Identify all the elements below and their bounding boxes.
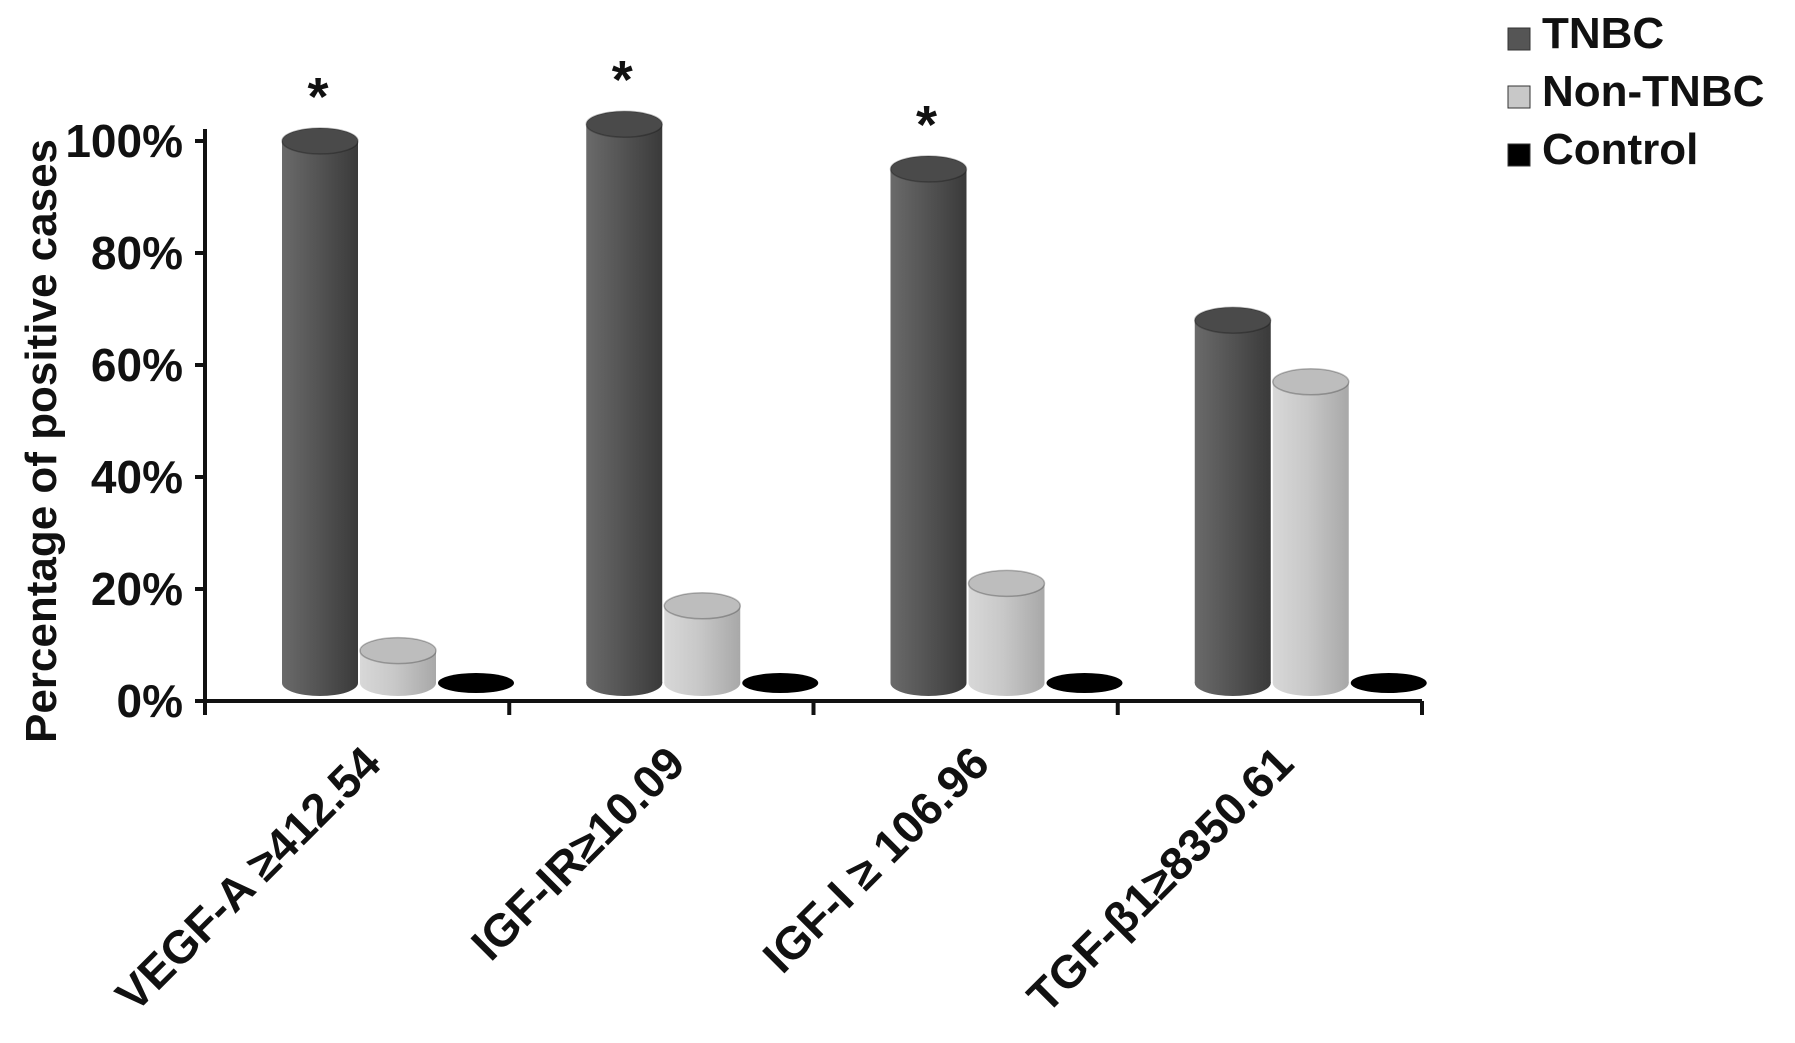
bar-control <box>1350 673 1427 693</box>
legend-swatch-non-tnbc <box>1507 85 1531 109</box>
bar-non-tnbc <box>663 592 741 696</box>
bar-base-tnbc <box>1194 670 1271 696</box>
bar-top-non-tnbc <box>1272 368 1350 396</box>
bar-base-non-tnbc <box>968 670 1045 696</box>
bar-body-tnbc <box>282 141 358 683</box>
y-tick-label: 20% <box>91 563 183 615</box>
bar-control <box>742 673 819 693</box>
bar-non-tnbc <box>967 569 1046 696</box>
bar-flat-control <box>438 673 514 693</box>
bar-control <box>1046 673 1123 693</box>
y-tick-label: 80% <box>91 227 183 279</box>
bar-top-non-tnbc <box>663 592 741 620</box>
legend-label-non-tnbc: Non-TNBC <box>1542 67 1764 116</box>
y-tick-label: 100% <box>65 115 183 167</box>
bar-base-tnbc <box>586 670 663 696</box>
bar-non-tnbc <box>359 636 437 696</box>
y-tick-label: 0% <box>117 675 183 727</box>
legend-swatch-tnbc <box>1507 27 1531 51</box>
y-tick-label: 40% <box>91 451 183 503</box>
bar-tnbc <box>281 127 359 696</box>
bar-flat-control <box>1046 673 1123 693</box>
bar-body-non-tnbc <box>968 583 1045 683</box>
significance-marker: * <box>612 50 633 110</box>
bar-base-non-tnbc <box>360 670 436 696</box>
bars-layer <box>281 110 1427 696</box>
y-axis-title: Percentage of positive cases <box>17 139 66 743</box>
legend-label-tnbc: TNBC <box>1542 9 1664 58</box>
significance-marker: * <box>916 95 937 155</box>
bar-body-tnbc <box>1194 320 1271 683</box>
bar-tnbc <box>585 110 663 696</box>
x-category-label: TGF-β1≥8350.61 <box>1017 736 1303 1022</box>
bar-body-tnbc <box>890 169 967 683</box>
x-category-label: IGF-IR≥10.09 <box>461 736 695 970</box>
bar-control <box>438 673 514 693</box>
bar-base-tnbc <box>282 670 358 696</box>
significance-marker: * <box>307 67 328 127</box>
bar-top-tnbc <box>585 110 663 138</box>
bar-flat-control <box>1350 673 1427 693</box>
bar-flat-control <box>742 673 819 693</box>
x-category-label: VEGF-A ≥412.54 <box>105 736 390 1021</box>
legend-label-control: Control <box>1542 125 1698 174</box>
bar-base-non-tnbc <box>664 670 741 696</box>
bar-non-tnbc <box>1272 368 1350 696</box>
bar-top-non-tnbc <box>359 636 437 665</box>
y-tick-label: 60% <box>91 339 183 391</box>
bar-base-tnbc <box>890 670 967 696</box>
bar-tnbc <box>889 155 968 696</box>
legend-item-non-tnbc: Non-TNBC <box>1507 67 1764 116</box>
bar-body-non-tnbc <box>1272 381 1349 683</box>
bar-top-non-tnbc <box>967 569 1046 598</box>
legend-item-control: Control <box>1507 125 1698 174</box>
x-category-label: IGF-I ≥ 106.96 <box>753 736 999 982</box>
legend-item-tnbc: TNBC <box>1507 9 1664 58</box>
bar-base-non-tnbc <box>1272 670 1349 696</box>
legend-swatch-control <box>1507 143 1531 167</box>
bar-top-tnbc <box>1194 306 1272 334</box>
bar-top-tnbc <box>889 155 968 183</box>
bar-tnbc <box>1194 306 1272 696</box>
bar-top-tnbc <box>281 127 359 155</box>
legend: TNBC Non-TNBC Control <box>1507 9 1764 174</box>
bar-body-tnbc <box>586 124 663 683</box>
